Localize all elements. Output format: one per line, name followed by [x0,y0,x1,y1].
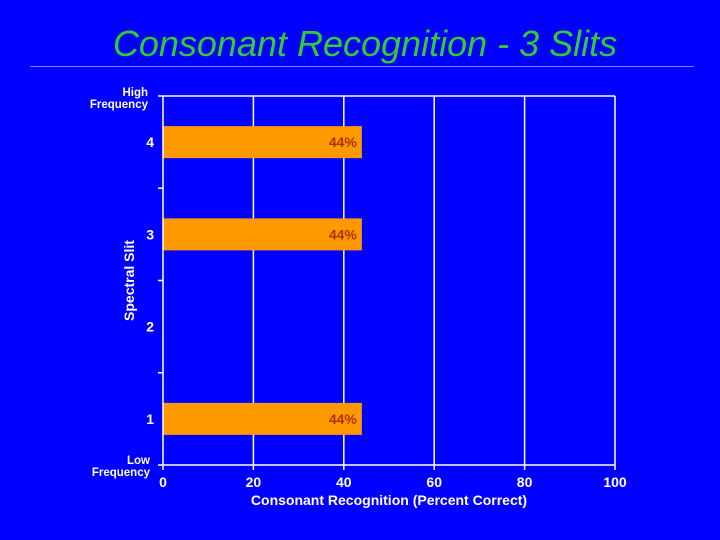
x-tick-label: 60 [426,474,442,490]
x-tick-label: 100 [603,474,627,490]
bar [163,402,362,435]
title-divider [30,66,694,67]
y-tick-label: 3 [146,226,154,242]
x-tick-label: 40 [336,474,352,490]
labels: 44%44%44%0 20 40 60 80 1004321HighFrequencyLo… [90,87,627,508]
data-label: 44% [329,411,358,427]
data-label: 44% [329,226,358,242]
x-axis-title: Consonant Recognition (Percent Correct) [251,492,527,508]
high-frequency-label: Frequency [90,99,149,111]
y-tick-label: 2 [146,319,154,335]
x-tick-label: 80 [517,474,533,490]
y-tick-label: 1 [146,411,154,427]
bars [163,126,362,435]
slide-title: Consonant Recognition - 3 Slits [112,23,618,64]
high-frequency-label: High [122,87,148,99]
x-tick-label: 20 [246,474,262,490]
low-frequency-label: Low [127,455,150,467]
bar [163,218,362,251]
data-label: 44% [329,134,358,150]
bar [163,126,362,159]
axes [158,95,616,470]
y-tick-label: 4 [146,134,154,150]
y-axis-title: Spectral Slit [121,240,137,321]
low-frequency-label: Frequency [92,467,151,479]
x-tick-label: 0 [159,474,167,490]
